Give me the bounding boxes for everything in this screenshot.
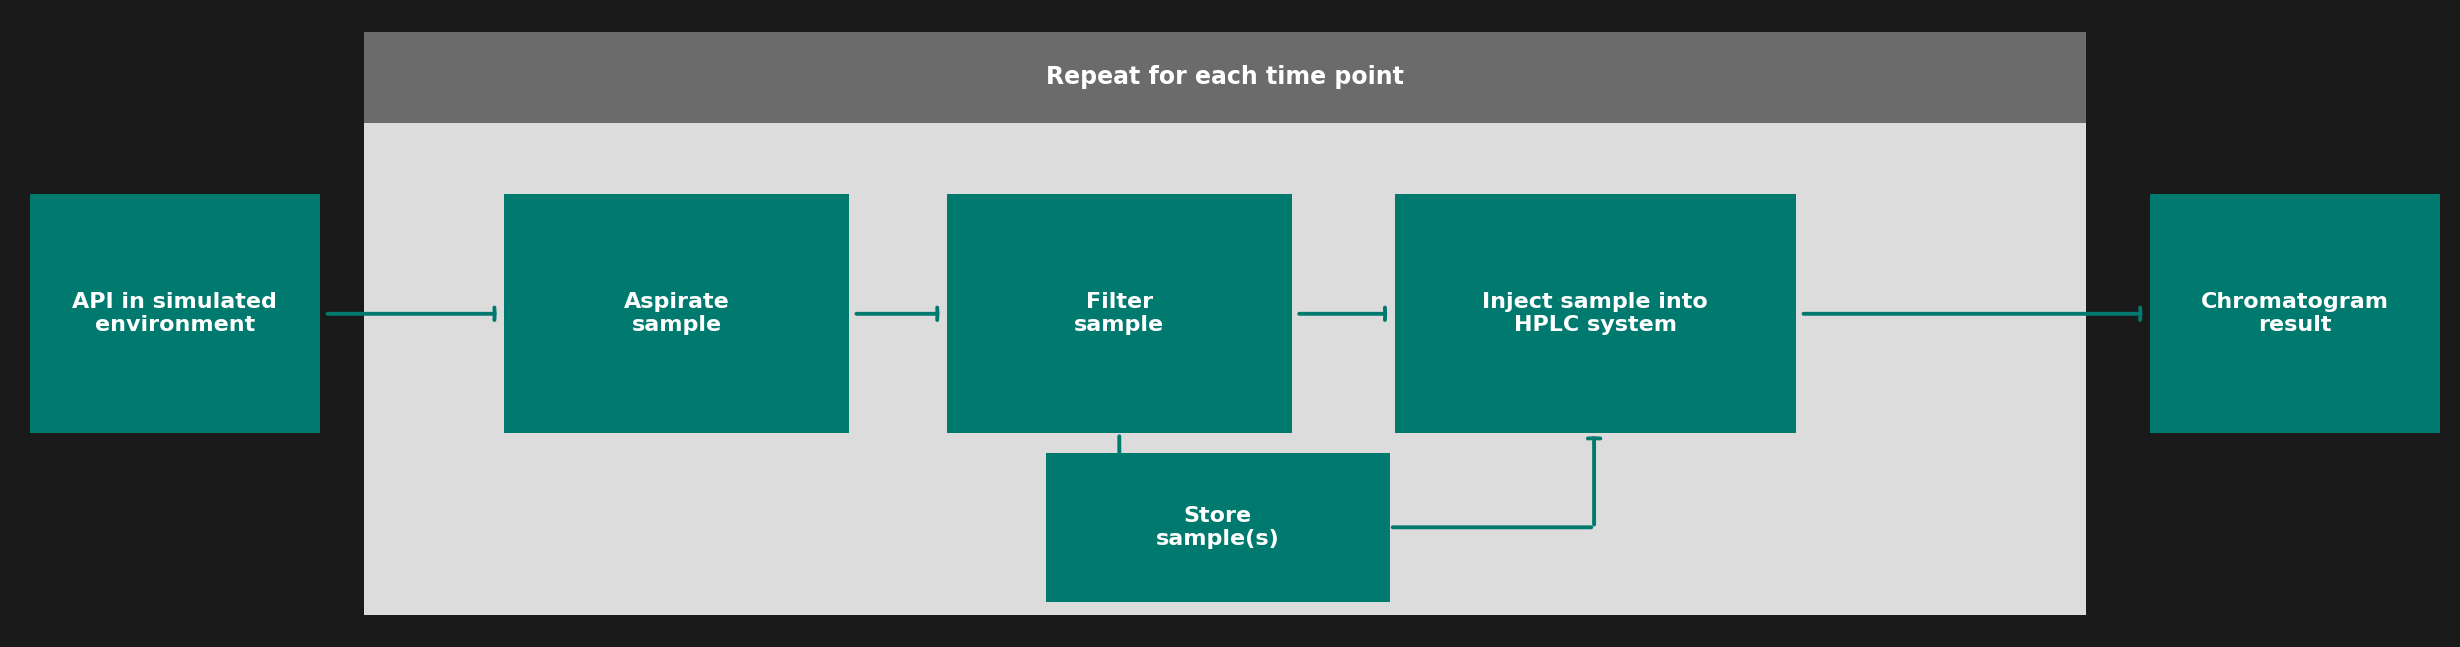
Text: Filter
sample: Filter sample [1075, 292, 1164, 335]
Text: Repeat for each time point: Repeat for each time point [1046, 65, 1405, 89]
Bar [1046, 453, 1390, 602]
Bar [364, 123, 2086, 615]
Bar [947, 194, 1292, 433]
Bar [1395, 194, 1796, 433]
Text: Store
sample(s): Store sample(s) [1156, 506, 1279, 549]
Bar [364, 32, 2086, 123]
Text: Chromatogram
result: Chromatogram result [2202, 292, 2389, 335]
Bar [30, 194, 320, 433]
Text: API in simulated
environment: API in simulated environment [71, 292, 278, 335]
Text: Aspirate
sample: Aspirate sample [625, 292, 728, 335]
Bar [504, 194, 849, 433]
Bar [2150, 194, 2440, 433]
Text: Inject sample into
HPLC system: Inject sample into HPLC system [1483, 292, 1707, 335]
